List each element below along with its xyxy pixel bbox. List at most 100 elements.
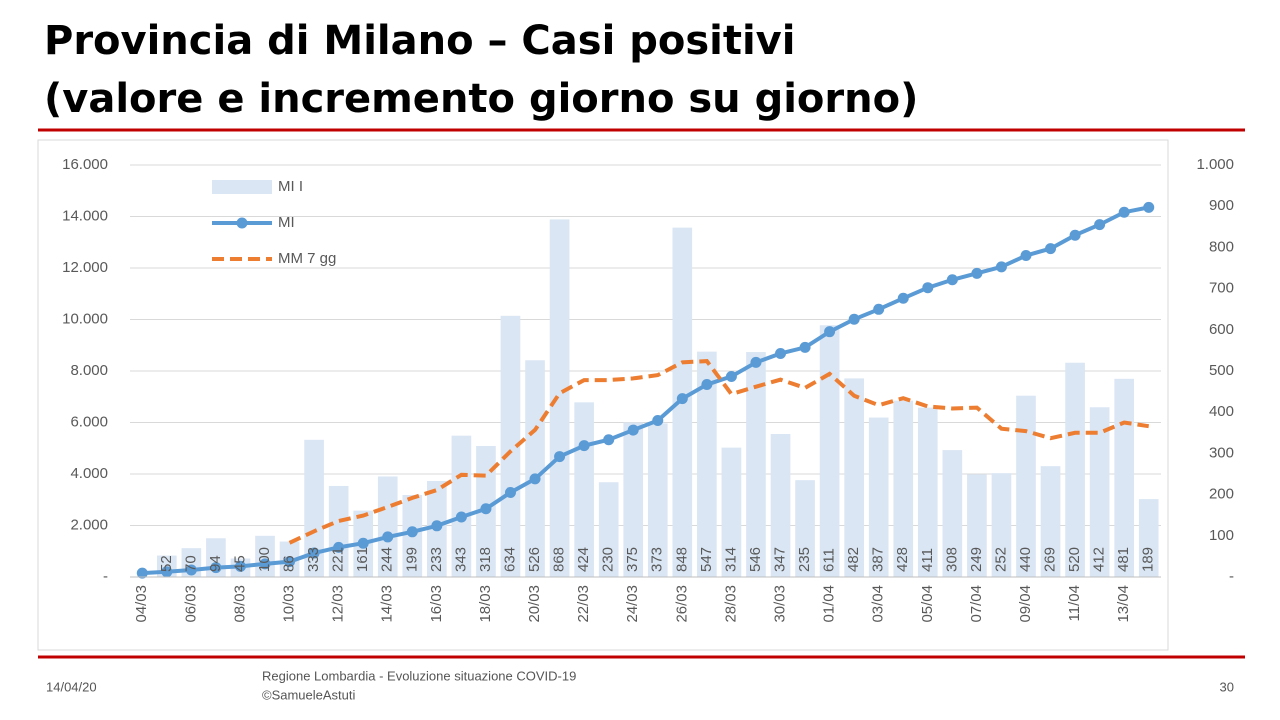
bar [328,485,349,577]
x-tick-label: 28/03 [722,585,739,623]
bar [795,480,815,577]
bar [598,482,619,577]
x-tick-label: 09/04 [1017,585,1034,623]
marker [455,511,467,523]
bar [770,434,791,577]
bar [1016,395,1036,577]
y-tick-label: 16.000 [62,156,108,173]
marker [701,379,713,391]
y-tick-label: 14.000 [62,207,108,224]
bar [746,352,766,577]
x-tick-label: 03/04 [870,585,887,623]
x-tick-label: 30/03 [771,585,788,623]
data-label: 347 [771,547,788,572]
bar [451,435,472,577]
data-label: 547 [698,547,715,572]
marker [406,526,418,538]
legend-label: MI [278,214,295,231]
data-label: 94 [207,555,224,572]
data-label: 230 [600,547,617,572]
data-label: 235 [796,547,813,572]
y2-tick-label: 300 [1209,444,1234,461]
line [288,359,1150,545]
footer-date: 14/04/20 [46,679,97,694]
marker [897,292,909,304]
bar [697,351,717,577]
y2-tick-label: 500 [1209,362,1234,379]
marker [431,520,443,532]
x-tick-label: 10/03 [281,585,298,623]
data-label: 546 [747,547,764,572]
bar [525,360,545,577]
bar [844,378,864,577]
marker [1118,206,1130,218]
x-tick-label: 16/03 [428,585,445,623]
y2-tick-label: 200 [1209,486,1234,503]
data-label: 161 [354,547,371,572]
page-number: 30 [1220,679,1234,694]
data-label: 233 [428,547,445,572]
data-label: 387 [870,547,887,572]
data-label: 100 [256,547,273,572]
marker [725,370,737,382]
data-label: 189 [1140,547,1157,572]
legend-label: MI I [278,178,303,195]
data-label: 412 [1091,547,1108,572]
data-label: 308 [943,547,960,572]
marker [1069,229,1081,241]
x-tick-label: 26/03 [673,585,690,623]
bar [942,450,963,577]
y2-tick-label: 100 [1209,527,1234,544]
y2-tick-label: 700 [1209,280,1234,297]
bar [991,473,1012,577]
marker [382,531,394,543]
x-tick-label: 05/04 [919,585,936,623]
x-tick-label: 08/03 [231,585,248,623]
data-label: 428 [894,547,911,572]
marker [234,560,246,572]
x-tick-label: 11/04 [1066,585,1083,621]
data-label: 526 [526,547,543,572]
marker [946,274,958,286]
marker [873,303,885,315]
bar [917,407,938,577]
x-tick-label: 06/03 [182,585,199,623]
data-label: 482 [845,547,862,572]
marker [333,541,345,553]
slide-title: (valore e incremento giorno su giorno) [44,76,918,122]
data-label: 249 [968,547,985,572]
y2-tick-label: 1.000 [1196,156,1234,173]
footer-source: ©SamueleAstuti [262,687,356,702]
data-label: 848 [673,547,690,572]
bar [1114,378,1134,577]
data-label: 611 [821,548,838,572]
bar [1138,499,1159,577]
marker [1045,243,1057,255]
marker [578,440,590,452]
data-label: 424 [575,547,592,572]
data-label: 343 [452,547,469,572]
bar [967,474,987,577]
marker [259,558,271,570]
bar [1040,466,1061,577]
marker [603,434,615,446]
marker [676,393,688,405]
x-tick-label: 20/03 [526,585,543,623]
data-label: 411 [919,548,936,572]
chart: - 2.000 4.000 6.000 8.000 10.000 12.000 14.000 1… [62,156,1234,623]
marker [848,313,860,325]
marker [995,261,1007,273]
data-label: 199 [403,547,420,572]
legend-marker [236,217,248,229]
data-label: 86 [281,555,298,572]
data-label: 70 [182,555,199,572]
data-label: 244 [379,547,396,572]
marker [529,473,541,485]
data-label: 440 [1017,547,1034,572]
bar [868,417,889,577]
y-tick-label: - [103,568,108,585]
marker [161,566,173,578]
data-label: 314 [722,547,739,572]
marker [1143,201,1155,213]
